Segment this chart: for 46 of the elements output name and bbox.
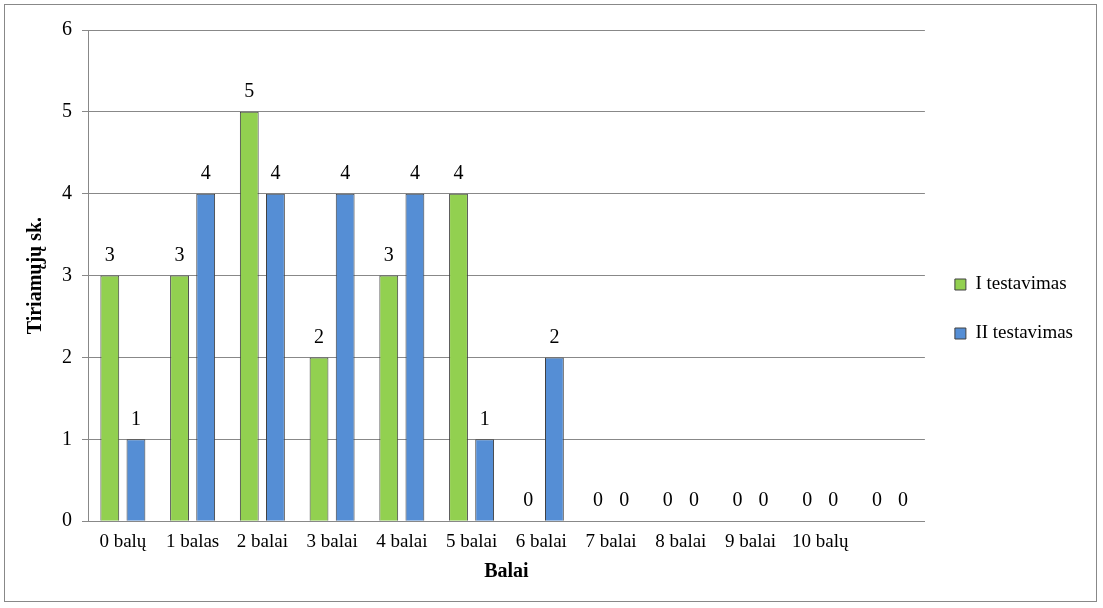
- data-label: 0: [802, 488, 813, 511]
- data-label: 2: [549, 324, 560, 347]
- data-label: 1: [479, 406, 490, 429]
- x-tick-label: 10 balų: [792, 529, 850, 551]
- data-label: 3: [383, 242, 394, 265]
- data-label: 4: [340, 160, 351, 183]
- y-tick-label: 1: [62, 426, 72, 449]
- y-tick-label: 2: [62, 344, 72, 367]
- data-label: 0: [523, 488, 534, 511]
- data-label: 0: [898, 488, 909, 511]
- data-label: 4: [409, 160, 420, 183]
- data-label: 0: [619, 488, 630, 511]
- x-tick-label: 0 balų: [99, 529, 147, 551]
- x-tick-label: 1 balas: [165, 529, 220, 551]
- y-axis-title: Tiriamųjų sk.: [23, 216, 47, 335]
- data-label: 4: [200, 160, 211, 183]
- data-label: 0: [871, 488, 882, 511]
- y-tick-label: 4: [62, 180, 72, 203]
- data-label: 0: [688, 488, 699, 511]
- y-tick-label: 0: [62, 508, 72, 531]
- data-label: 4: [270, 160, 281, 183]
- data-label: 0: [758, 488, 769, 511]
- x-tick-label: 4 balai: [376, 529, 428, 551]
- data-label: 2: [314, 324, 325, 347]
- x-axis-title: Balai: [484, 559, 530, 582]
- x-tick-label: 8 balai: [655, 529, 707, 551]
- data-label: 0: [592, 488, 603, 511]
- x-tick-label: 7 balai: [585, 529, 637, 551]
- x-tick-label: 9 balai: [724, 529, 777, 551]
- x-tick-label: 3 balai: [306, 529, 358, 551]
- x-tick-label: 5 balai: [445, 529, 498, 551]
- legend-label: II testavimas: [975, 321, 1073, 343]
- data-label: 5: [244, 79, 255, 102]
- data-label: 3: [174, 242, 185, 265]
- data-label: 4: [453, 160, 464, 183]
- data-label: 0: [732, 488, 743, 511]
- y-tick-label: 6: [62, 17, 72, 40]
- x-tick-label: 6 balai: [515, 529, 567, 551]
- data-label: 1: [130, 406, 141, 429]
- data-label: 0: [828, 488, 839, 511]
- data-label: 3: [104, 242, 115, 265]
- x-tick-label: 2 balai: [236, 529, 288, 551]
- data-label: 0: [662, 488, 673, 511]
- y-tick-label: 3: [62, 262, 72, 285]
- legend-label: I testavimas: [975, 272, 1067, 294]
- y-tick-label: 5: [62, 99, 72, 122]
